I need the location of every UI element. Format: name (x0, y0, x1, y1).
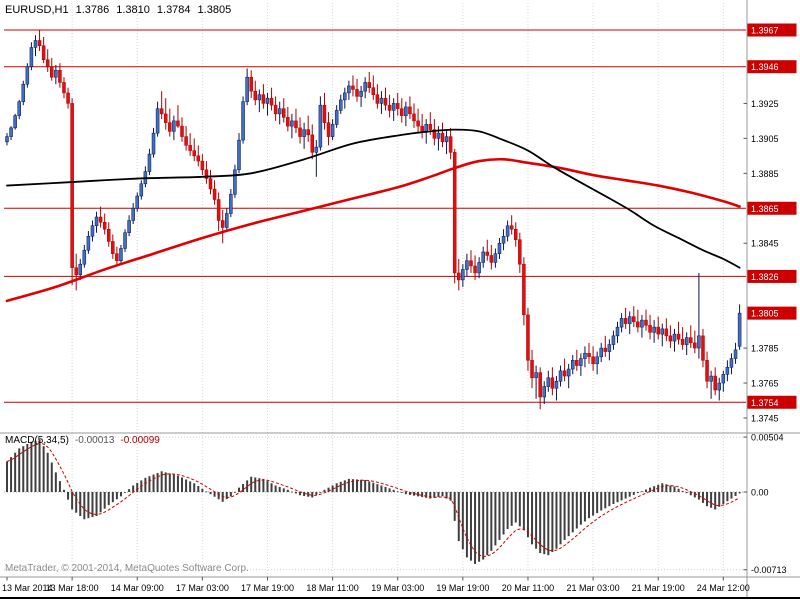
svg-text:1.3905: 1.3905 (751, 134, 779, 144)
svg-text:0.00504: 0.00504 (751, 433, 784, 443)
ma-black-line (6, 128, 741, 269)
svg-text:1.3946: 1.3946 (751, 62, 779, 72)
macd-indicator-header: MACD(5,34,5) -0.00013 -0.00099 (5, 435, 160, 446)
macd-histogram (6, 439, 741, 564)
svg-text:-0.00713: -0.00713 (751, 565, 787, 575)
svg-text:14 Mar 09:00: 14 Mar 09:00 (111, 583, 164, 593)
ohlc-low-value: 1.3784 (156, 4, 191, 16)
ohlc-header: EURUSD,H1 1.3786 1.3810 1.3784 1.3805 (5, 4, 238, 16)
svg-text:18 Mar 11:00: 18 Mar 11:00 (306, 583, 358, 593)
svg-text:1.3826: 1.3826 (751, 272, 779, 282)
price-level-lines (4, 29, 746, 403)
svg-text:13 Mar 18:00: 13 Mar 18:00 (46, 583, 99, 593)
svg-text:19 Mar 03:00: 19 Mar 03:00 (371, 583, 424, 593)
svg-text:1.3785: 1.3785 (751, 344, 779, 354)
macd-main-value: -0.00013 (74, 435, 115, 446)
svg-text:1.3967: 1.3967 (751, 26, 779, 36)
svg-text:0.00: 0.00 (751, 488, 769, 498)
svg-text:1.3925: 1.3925 (751, 99, 779, 109)
macd-signal-line (6, 442, 740, 558)
svg-text:17 Mar 03:00: 17 Mar 03:00 (176, 583, 229, 593)
svg-text:17 Mar 19:00: 17 Mar 19:00 (241, 583, 294, 593)
svg-text:19 Mar 19:00: 19 Mar 19:00 (436, 583, 489, 593)
ohlc-close-value: 1.3805 (197, 4, 232, 16)
symbol-timeframe-label: EURUSD,H1 (5, 4, 69, 16)
svg-text:21 Mar 19:00: 21 Mar 19:00 (632, 583, 685, 593)
svg-text:1.3765: 1.3765 (751, 379, 779, 389)
svg-text:1.3845: 1.3845 (751, 239, 779, 249)
svg-text:1.3805: 1.3805 (751, 309, 779, 319)
svg-text:21 Mar 03:00: 21 Mar 03:00 (567, 583, 620, 593)
ohlc-open-value: 1.3786 (75, 4, 110, 16)
macd-signal-value: -0.00099 (120, 435, 160, 446)
svg-text:13 Mar 2014: 13 Mar 2014 (2, 583, 53, 593)
svg-text:1.3754: 1.3754 (751, 398, 779, 408)
svg-text:20 Mar 11:00: 20 Mar 11:00 (502, 583, 554, 593)
candles-layer[interactable] (5, 30, 742, 410)
macd-indicator-label: MACD(5,34,5) (5, 435, 69, 446)
svg-text:24 Mar 12:00: 24 Mar 12:00 (697, 583, 750, 593)
macd-grid (4, 436, 746, 571)
price-axis[interactable]: 1.3925 1.3905 1.3885 1.3845 1.3785 1.3765 1.37… (743, 23, 797, 576)
svg-text:1.3885: 1.3885 (751, 169, 779, 179)
ma-red-line (5, 157, 741, 303)
svg-text:1.3745: 1.3745 (751, 413, 779, 423)
ohlc-high-value: 1.3810 (116, 4, 150, 16)
svg-text:1.3865: 1.3865 (751, 204, 779, 214)
platform-watermark: MetaTrader, © 2001-2014, MetaQuotes Soft… (5, 563, 249, 574)
